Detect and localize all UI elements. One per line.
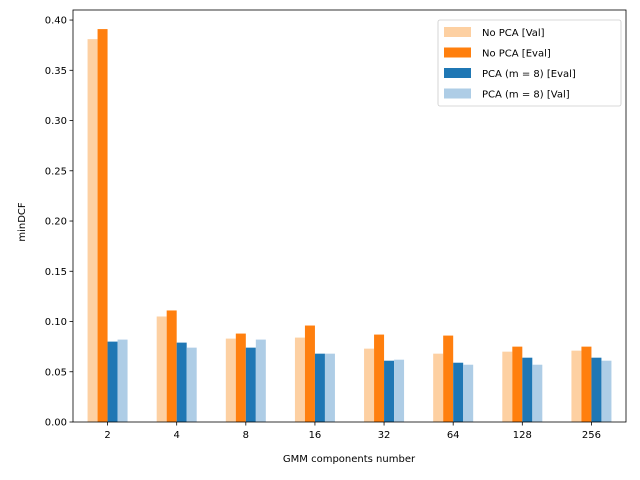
y-tick-label-3: 0.15 xyxy=(45,267,67,278)
legend-swatch-0 xyxy=(444,27,471,37)
bar-s0-c4 xyxy=(364,348,375,422)
bar-s1-c2 xyxy=(235,333,246,422)
x-tick-label-7: 256 xyxy=(582,430,601,441)
bar-s2-c3 xyxy=(314,353,325,422)
y-tick-label-6: 0.30 xyxy=(45,116,67,127)
bar-s0-c1 xyxy=(156,316,167,422)
bar-s2-c5 xyxy=(453,362,464,422)
bar-s0-c3 xyxy=(294,337,305,422)
y-tick-label-0: 0.00 xyxy=(45,418,67,429)
bar-s3-c4 xyxy=(394,359,405,422)
bar-s3-c1 xyxy=(186,347,197,422)
legend-swatch-3 xyxy=(444,88,471,99)
bar-s3-c0 xyxy=(117,339,128,422)
bar-s1-c1 xyxy=(166,310,177,422)
bar-s1-c6 xyxy=(512,346,523,422)
bar-s2-c4 xyxy=(384,360,395,422)
y-tick-label-5: 0.25 xyxy=(45,166,67,177)
x-tick-label-0: 2 xyxy=(104,430,110,441)
x-tick-label-2: 8 xyxy=(243,430,249,441)
bar-s3-c2 xyxy=(255,339,266,422)
bar-s3-c5 xyxy=(463,364,474,422)
bar-s0-c0 xyxy=(87,39,98,422)
bar-s0-c2 xyxy=(225,338,236,422)
x-tick-label-3: 16 xyxy=(309,430,322,441)
y-tick-label-7: 0.35 xyxy=(45,66,67,77)
x-tick-label-6: 128 xyxy=(513,430,532,441)
legend-label-1: No PCA [Eval] xyxy=(482,49,551,60)
bar-s0-c5 xyxy=(433,353,444,422)
bar-s1-c7 xyxy=(581,346,592,422)
bar-s3-c7 xyxy=(601,360,612,422)
plot-frame xyxy=(72,9,627,423)
axes-group: 2 4 8 16 32 64 128 256 0.00 0.05 0.10 0.15 0.20 0.25 0… xyxy=(45,9,627,441)
bar-s1-c0 xyxy=(97,29,108,423)
bar-s0-c6 xyxy=(502,351,513,422)
bar-s1-c5 xyxy=(443,335,454,422)
x-tick-label-1: 4 xyxy=(174,430,180,441)
legend-box xyxy=(437,19,622,107)
bar-s2-c1 xyxy=(176,342,187,422)
x-axis-label: GMM components number xyxy=(283,454,416,465)
legend: No PCA [Val] No PCA [Eval] PCA (m = 8) [Ev… xyxy=(437,19,622,107)
x-tick-label-5: 64 xyxy=(447,430,460,441)
bar-s1-c4 xyxy=(374,334,385,422)
bars-group xyxy=(87,29,612,423)
legend-swatch-1 xyxy=(444,47,471,58)
bar-s1-c3 xyxy=(304,325,315,422)
legend-swatch-2 xyxy=(444,68,471,78)
legend-label-3: PCA (m = 8) [Val] xyxy=(482,90,570,101)
legend-label-0: No PCA [Val] xyxy=(482,28,545,39)
y-axis-label: minDCF xyxy=(17,202,28,242)
bar-s3-c3 xyxy=(324,353,335,422)
y-tick-label-1: 0.05 xyxy=(45,367,67,378)
bar-s2-c7 xyxy=(591,357,602,422)
y-tick-label-2: 0.10 xyxy=(45,317,67,328)
bar-s0-c7 xyxy=(571,350,582,422)
bar-s2-c0 xyxy=(107,341,118,422)
bar-s2-c2 xyxy=(245,347,256,422)
bar-s3-c6 xyxy=(532,364,543,422)
legend-label-2: PCA (m = 8) [Eval] xyxy=(482,69,576,80)
y-tick-label-8: 0.40 xyxy=(45,16,67,27)
y-tick-label-4: 0.20 xyxy=(45,217,67,228)
x-tick-label-4: 32 xyxy=(378,430,391,441)
bar-s2-c6 xyxy=(522,357,533,422)
